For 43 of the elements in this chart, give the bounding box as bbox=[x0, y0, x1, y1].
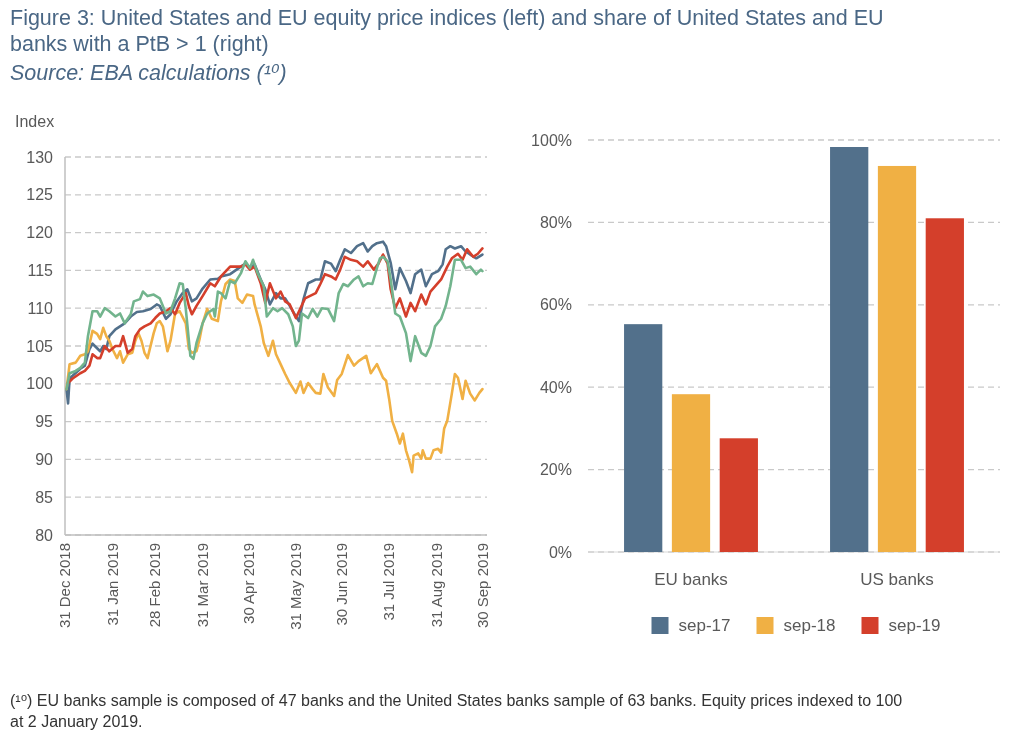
x-tick-label: 31 May 2019 bbox=[287, 543, 305, 630]
bar bbox=[719, 438, 758, 552]
text: (¹⁰) EU banks sample is composed of 47 banks and the United States banks sample of 63 banks. Equity prices indexed to 100 at 2 January 2019. bbox=[10, 692, 903, 730]
bar bbox=[925, 218, 964, 552]
x-tick-label: US banks bbox=[860, 570, 934, 589]
x-tick-label: 31 Jan 2019 bbox=[103, 543, 121, 626]
x-tick-label: 30 Sep 2019 bbox=[473, 543, 491, 629]
y-tick-label: 120 bbox=[26, 224, 54, 242]
x-tick-label: 30 Jun 2019 bbox=[333, 543, 350, 626]
y-tick-label: 0% bbox=[548, 543, 572, 561]
x-tick-label: EU banks bbox=[654, 570, 728, 589]
legend-label: sep-19 bbox=[888, 615, 941, 635]
x-tick-label: 31 Dec 2018 bbox=[56, 543, 74, 629]
legend-label: sep-17 bbox=[678, 615, 731, 635]
y-tick-label: 130 bbox=[26, 148, 54, 166]
y-tick-label: 105 bbox=[26, 337, 54, 355]
bar bbox=[877, 165, 917, 552]
x-tick-label: 31 Mar 2019 bbox=[193, 543, 211, 628]
y-tick-label: 60% bbox=[539, 296, 572, 314]
y-tick-label: 40% bbox=[539, 378, 572, 396]
x-tick-label: 31 Jul 2019 bbox=[380, 543, 398, 621]
y-tick-label: 80 bbox=[35, 526, 54, 544]
chart-subtitle: Source: EBA calculations (¹⁰) bbox=[10, 61, 287, 85]
bar bbox=[624, 324, 663, 552]
y-tick-label: 100 bbox=[26, 375, 54, 393]
bar bbox=[830, 147, 869, 552]
y-axis-title: Index bbox=[15, 113, 55, 130]
x-tick-label: 31 Aug 2019 bbox=[427, 543, 445, 628]
x-tick-label: 30 Apr 2019 bbox=[239, 543, 257, 624]
legend-label: sep-18 bbox=[783, 615, 836, 635]
y-tick-label: 95 bbox=[35, 413, 54, 431]
line-series bbox=[65, 278, 484, 474]
x-tick-label: 28 Feb 2019 bbox=[146, 543, 164, 628]
y-tick-label: 125 bbox=[26, 186, 54, 204]
y-tick-label: 115 bbox=[27, 262, 54, 279]
y-tick-label: 20% bbox=[539, 461, 572, 479]
y-tick-label: 80% bbox=[539, 214, 572, 231]
y-tick-label: 90 bbox=[35, 451, 54, 468]
bar bbox=[671, 394, 711, 552]
y-tick-label: 110 bbox=[27, 299, 54, 317]
y-tick-label: 100% bbox=[531, 131, 572, 149]
chart-title: Figure 3: United States and EU equity price indices (left) and share of United States and EU banks with a PtB > 1 (right) bbox=[10, 6, 884, 56]
y-tick-label: 85 bbox=[35, 488, 54, 506]
